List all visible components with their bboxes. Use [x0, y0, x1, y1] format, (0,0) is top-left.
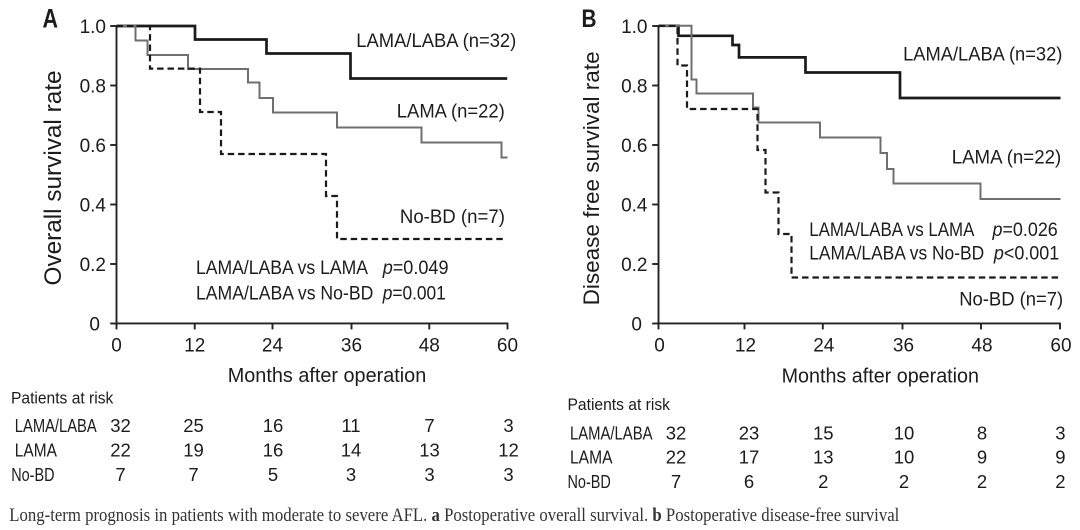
svg-text:Long-term prognosis in patient: Long-term prognosis in patients with mod…	[9, 506, 899, 526]
svg-text:0: 0	[111, 336, 122, 357]
svg-text:10: 10	[894, 422, 915, 443]
svg-text:Months after operation: Months after operation	[782, 366, 979, 388]
svg-text:2: 2	[899, 471, 909, 492]
svg-text:3: 3	[346, 464, 356, 485]
svg-text:0.6: 0.6	[621, 136, 647, 157]
svg-text:LAMA/LABA vs No-BD: LAMA/LABA vs No-BD	[809, 244, 984, 265]
svg-text:5: 5	[268, 464, 278, 485]
svg-text:0.4: 0.4	[621, 195, 648, 216]
svg-text:15: 15	[813, 422, 834, 443]
svg-text:9: 9	[977, 446, 987, 467]
svg-text:7: 7	[424, 415, 434, 436]
svg-text:7: 7	[115, 464, 125, 485]
svg-text:LAMA/LABA vs No-BD: LAMA/LABA vs No-BD	[196, 284, 373, 305]
svg-text:A: A	[43, 4, 59, 34]
svg-text:p=0.026: p=0.026	[992, 220, 1058, 241]
svg-text:1.0: 1.0	[621, 17, 647, 38]
svg-text:Overall survival rate: Overall survival rate	[40, 71, 67, 286]
svg-text:0.2: 0.2	[621, 255, 647, 276]
svg-text:Months after operation: Months after operation	[228, 365, 427, 387]
svg-text:0.6: 0.6	[80, 136, 106, 157]
svg-text:7: 7	[671, 471, 681, 492]
svg-text:32: 32	[666, 422, 687, 443]
svg-text:0.2: 0.2	[80, 255, 106, 276]
svg-text:13: 13	[813, 446, 834, 467]
svg-text:13: 13	[419, 439, 440, 460]
svg-text:60: 60	[1050, 336, 1071, 357]
svg-text:24: 24	[262, 336, 284, 357]
svg-text:Patients at risk: Patients at risk	[11, 388, 114, 407]
svg-text:22: 22	[110, 439, 131, 460]
svg-text:36: 36	[341, 336, 362, 357]
svg-text:Patients at risk: Patients at risk	[568, 395, 671, 414]
svg-text:14: 14	[341, 439, 362, 460]
svg-text:No-BD: No-BD	[568, 472, 611, 492]
svg-text:p<0.001: p<0.001	[993, 244, 1059, 265]
svg-text:0: 0	[89, 314, 100, 335]
svg-text:0.8: 0.8	[621, 76, 647, 97]
svg-text:9: 9	[1055, 446, 1065, 467]
svg-text:12: 12	[735, 336, 756, 357]
svg-text:25: 25	[183, 415, 204, 436]
svg-text:48: 48	[419, 336, 440, 357]
svg-text:32: 32	[110, 415, 131, 436]
svg-text:LAMA/LABA (n=32): LAMA/LABA (n=32)	[903, 44, 1062, 65]
svg-text:19: 19	[183, 439, 204, 460]
svg-text:LAMA: LAMA	[570, 447, 613, 467]
svg-text:48: 48	[971, 336, 992, 357]
svg-text:No-BD (n=7): No-BD (n=7)	[959, 290, 1063, 311]
svg-text:7: 7	[188, 464, 198, 485]
svg-text:2: 2	[818, 471, 828, 492]
svg-text:12: 12	[498, 439, 519, 460]
svg-text:3: 3	[503, 415, 513, 436]
svg-text:No-BD: No-BD	[11, 465, 54, 485]
svg-text:LAMA/LABA: LAMA/LABA	[570, 423, 653, 443]
svg-text:B: B	[582, 5, 597, 33]
svg-text:60: 60	[497, 336, 518, 357]
svg-text:LAMA/LABA vs LAMA: LAMA/LABA vs LAMA	[809, 220, 974, 241]
svg-text:LAMA (n=22): LAMA (n=22)	[397, 102, 505, 123]
svg-text:0.8: 0.8	[80, 76, 106, 97]
svg-text:LAMA: LAMA	[15, 440, 57, 460]
svg-text:p=0.049: p=0.049	[382, 258, 449, 279]
svg-text:Disease free survival rate: Disease free survival rate	[579, 51, 604, 305]
svg-text:3: 3	[503, 464, 513, 485]
svg-text:12: 12	[184, 336, 205, 357]
svg-text:0: 0	[654, 336, 665, 357]
svg-text:LAMA/LABA: LAMA/LABA	[15, 416, 97, 436]
svg-text:LAMA (n=22): LAMA (n=22)	[952, 148, 1061, 169]
svg-text:6: 6	[744, 471, 754, 492]
svg-text:No-BD (n=7): No-BD (n=7)	[400, 207, 505, 228]
svg-text:1.0: 1.0	[80, 17, 106, 38]
svg-text:17: 17	[739, 446, 760, 467]
svg-text:0: 0	[631, 314, 642, 335]
svg-text:2: 2	[977, 471, 987, 492]
svg-text:24: 24	[813, 336, 835, 357]
svg-text:16: 16	[263, 415, 284, 436]
svg-text:11: 11	[341, 415, 360, 436]
svg-text:16: 16	[263, 439, 284, 460]
svg-text:8: 8	[977, 422, 987, 443]
svg-text:22: 22	[666, 446, 687, 467]
svg-text:23: 23	[739, 422, 760, 443]
svg-text:LAMA/LABA (n=32): LAMA/LABA (n=32)	[356, 31, 516, 52]
svg-text:0.4: 0.4	[80, 195, 107, 216]
svg-text:2: 2	[1055, 471, 1065, 492]
svg-text:3: 3	[424, 464, 434, 485]
svg-text:p=0.001: p=0.001	[382, 284, 446, 305]
svg-text:LAMA/LABA vs LAMA: LAMA/LABA vs LAMA	[196, 258, 368, 279]
svg-text:10: 10	[894, 446, 915, 467]
svg-text:3: 3	[1055, 422, 1065, 443]
svg-text:36: 36	[893, 336, 914, 357]
